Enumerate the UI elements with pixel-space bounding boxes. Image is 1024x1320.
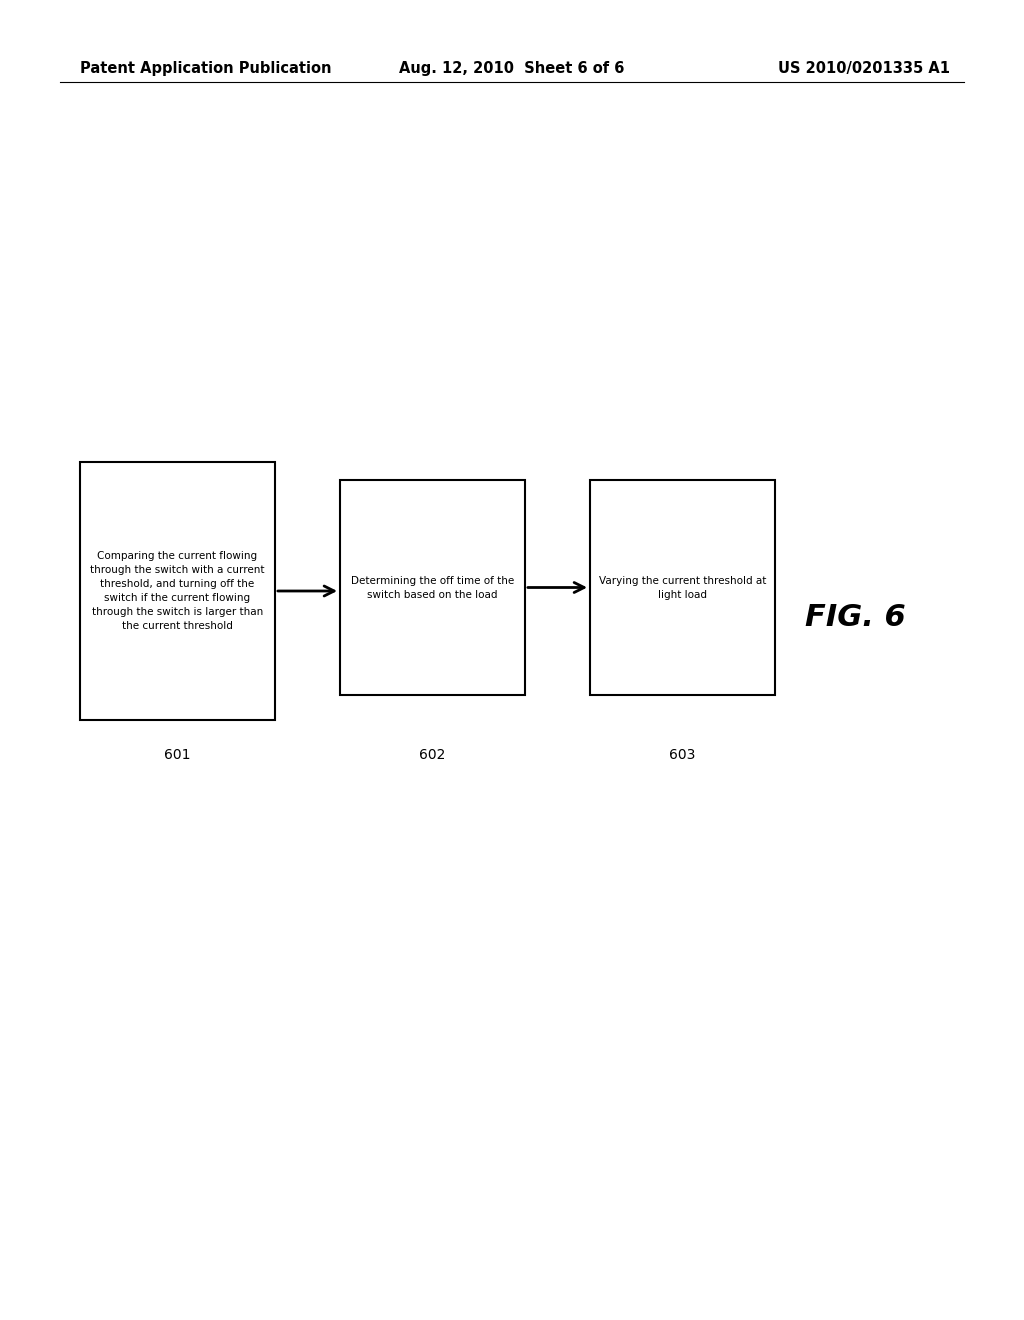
Text: 602: 602 — [419, 748, 445, 762]
Text: 603: 603 — [670, 748, 695, 762]
Bar — [590, 480, 775, 696]
Bar — [80, 462, 275, 719]
Text: Comparing the current flowing
through the switch with a current
threshold, and t: Comparing the current flowing through th… — [90, 550, 265, 631]
Text: Patent Application Publication: Patent Application Publication — [80, 61, 332, 75]
Text: 601: 601 — [164, 748, 190, 762]
Text: US 2010/0201335 A1: US 2010/0201335 A1 — [778, 61, 950, 75]
Text: Varying the current threshold at
light load: Varying the current threshold at light l… — [599, 576, 766, 599]
Text: Determining the off time of the
switch based on the load: Determining the off time of the switch b… — [351, 576, 514, 599]
Text: Aug. 12, 2010  Sheet 6 of 6: Aug. 12, 2010 Sheet 6 of 6 — [399, 61, 625, 75]
Text: FIG. 6: FIG. 6 — [805, 603, 905, 632]
Bar — [340, 480, 525, 696]
